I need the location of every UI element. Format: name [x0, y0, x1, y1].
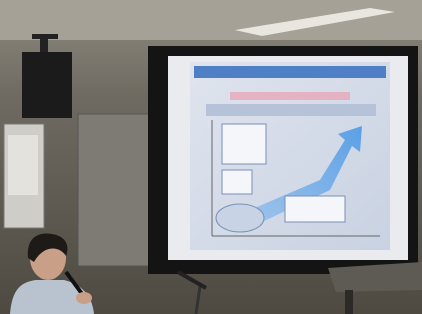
slide-title-bar — [194, 66, 386, 78]
slide-text — [206, 104, 376, 116]
photo — [0, 0, 422, 314]
notice-paper — [8, 135, 38, 195]
slide-box — [222, 124, 266, 164]
speaker — [22, 52, 72, 118]
presenter-hand — [76, 292, 92, 304]
slide-box — [222, 170, 252, 194]
ceiling — [0, 0, 422, 40]
wall-panel — [78, 114, 150, 266]
slide-banner — [230, 92, 350, 100]
slide-ellipse — [216, 204, 264, 232]
slide-box — [285, 196, 345, 222]
desk-leg — [345, 290, 353, 314]
speaker-mount — [32, 34, 58, 39]
